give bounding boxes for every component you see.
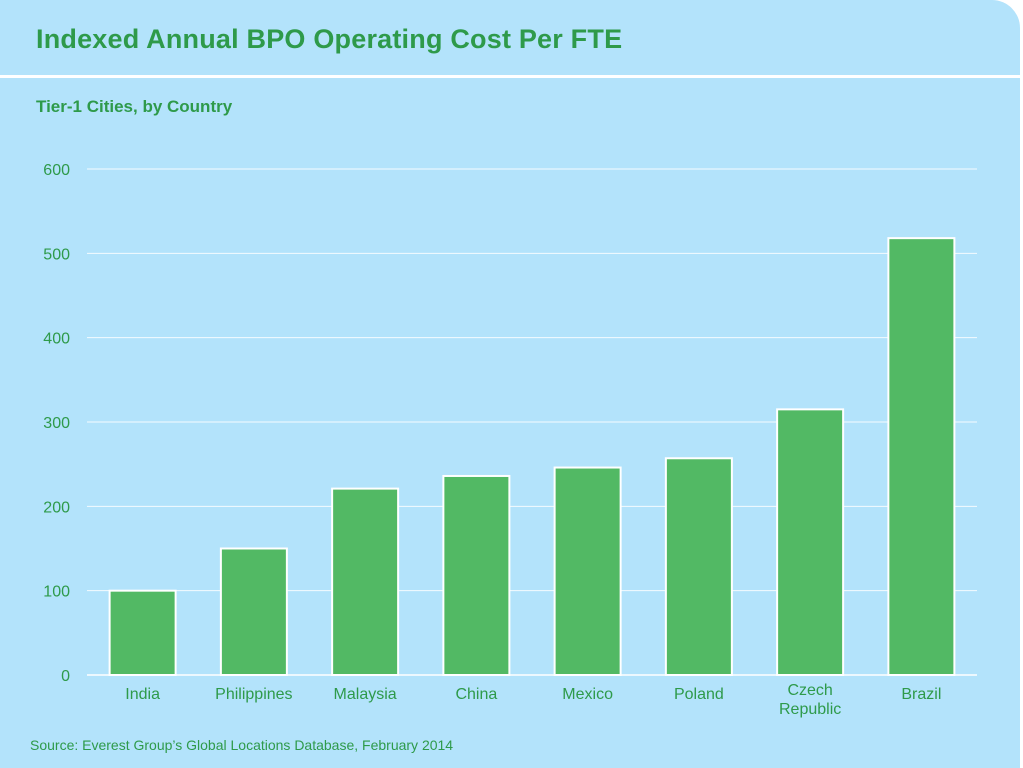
y-tick-label: 600	[43, 162, 70, 179]
y-tick-label: 300	[43, 415, 70, 432]
x-tick-label: Philippines	[215, 686, 292, 703]
bar-philippines	[219, 547, 288, 676]
y-tick-label: 0	[61, 668, 70, 685]
x-tick-label: Malaysia	[334, 686, 397, 703]
x-tick-label: China	[455, 686, 497, 703]
chart-subtitle: Tier-1 Cities, by Country	[36, 97, 233, 116]
y-tick-label: 200	[43, 499, 70, 516]
source-note: Source: Everest Group’s Global Locations…	[30, 737, 454, 753]
bar-china	[442, 474, 511, 676]
y-tick-label: 400	[43, 331, 70, 348]
y-tick-label: 500	[43, 246, 70, 263]
x-axis-ticks: India Philippines Malaysia China Mexico Polan…	[125, 682, 941, 718]
x-tick-label: India	[125, 686, 160, 703]
x-tick-label: Brazil	[901, 686, 941, 703]
y-tick-label: 100	[43, 584, 70, 601]
bar-malaysia	[331, 487, 400, 676]
x-tick-label: Poland	[674, 686, 724, 703]
bar-czech-republic	[776, 408, 845, 676]
bar-mexico	[553, 466, 622, 677]
bar-brazil	[887, 237, 956, 677]
y-axis-ticks: 0 100 200 300 400 500 600	[43, 162, 70, 685]
title-divider	[0, 75, 1020, 78]
bar-poland	[664, 457, 733, 676]
chart-title: Indexed Annual BPO Operating Cost Per FT…	[36, 24, 623, 54]
bars	[108, 237, 956, 677]
x-tick-label: Mexico	[562, 686, 613, 703]
x-tick-label: Czech Republic	[779, 682, 841, 718]
bar-india	[108, 589, 177, 677]
